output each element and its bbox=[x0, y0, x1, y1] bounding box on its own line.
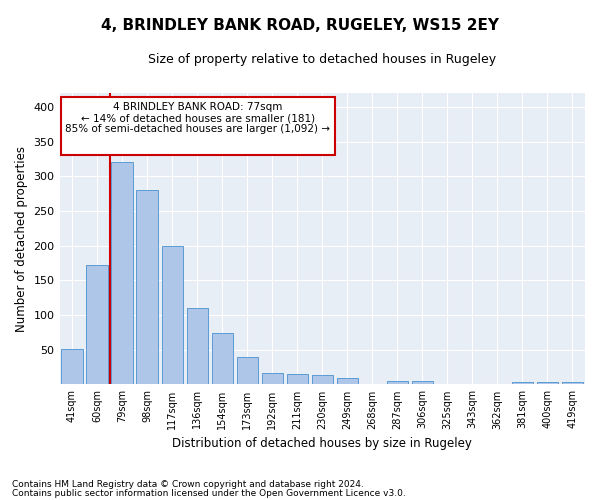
Bar bbox=[236, 356, 258, 384]
Bar bbox=[337, 378, 358, 384]
Bar bbox=[187, 308, 208, 384]
Text: Contains HM Land Registry data © Crown copyright and database right 2024.: Contains HM Land Registry data © Crown c… bbox=[12, 480, 364, 489]
Text: 85% of semi-detached houses are larger (1,092) →: 85% of semi-detached houses are larger (… bbox=[65, 124, 330, 134]
Bar bbox=[537, 382, 558, 384]
Bar bbox=[61, 349, 83, 384]
Bar bbox=[311, 374, 333, 384]
Text: Contains public sector information licensed under the Open Government Licence v3: Contains public sector information licen… bbox=[12, 490, 406, 498]
Bar bbox=[387, 381, 408, 384]
Y-axis label: Number of detached properties: Number of detached properties bbox=[15, 146, 28, 332]
Bar bbox=[212, 333, 233, 384]
Text: 4 BRINDLEY BANK ROAD: 77sqm: 4 BRINDLEY BANK ROAD: 77sqm bbox=[113, 102, 283, 112]
Bar bbox=[262, 374, 283, 384]
Bar bbox=[412, 381, 433, 384]
Bar bbox=[161, 246, 183, 384]
FancyBboxPatch shape bbox=[61, 96, 335, 156]
Bar bbox=[512, 382, 533, 384]
Bar bbox=[112, 162, 133, 384]
Text: ← 14% of detached houses are smaller (181): ← 14% of detached houses are smaller (18… bbox=[81, 113, 315, 123]
Bar bbox=[86, 265, 108, 384]
X-axis label: Distribution of detached houses by size in Rugeley: Distribution of detached houses by size … bbox=[172, 437, 472, 450]
Text: 4, BRINDLEY BANK ROAD, RUGELEY, WS15 2EY: 4, BRINDLEY BANK ROAD, RUGELEY, WS15 2EY bbox=[101, 18, 499, 32]
Title: Size of property relative to detached houses in Rugeley: Size of property relative to detached ho… bbox=[148, 52, 496, 66]
Bar bbox=[136, 190, 158, 384]
Bar bbox=[562, 382, 583, 384]
Bar bbox=[287, 374, 308, 384]
